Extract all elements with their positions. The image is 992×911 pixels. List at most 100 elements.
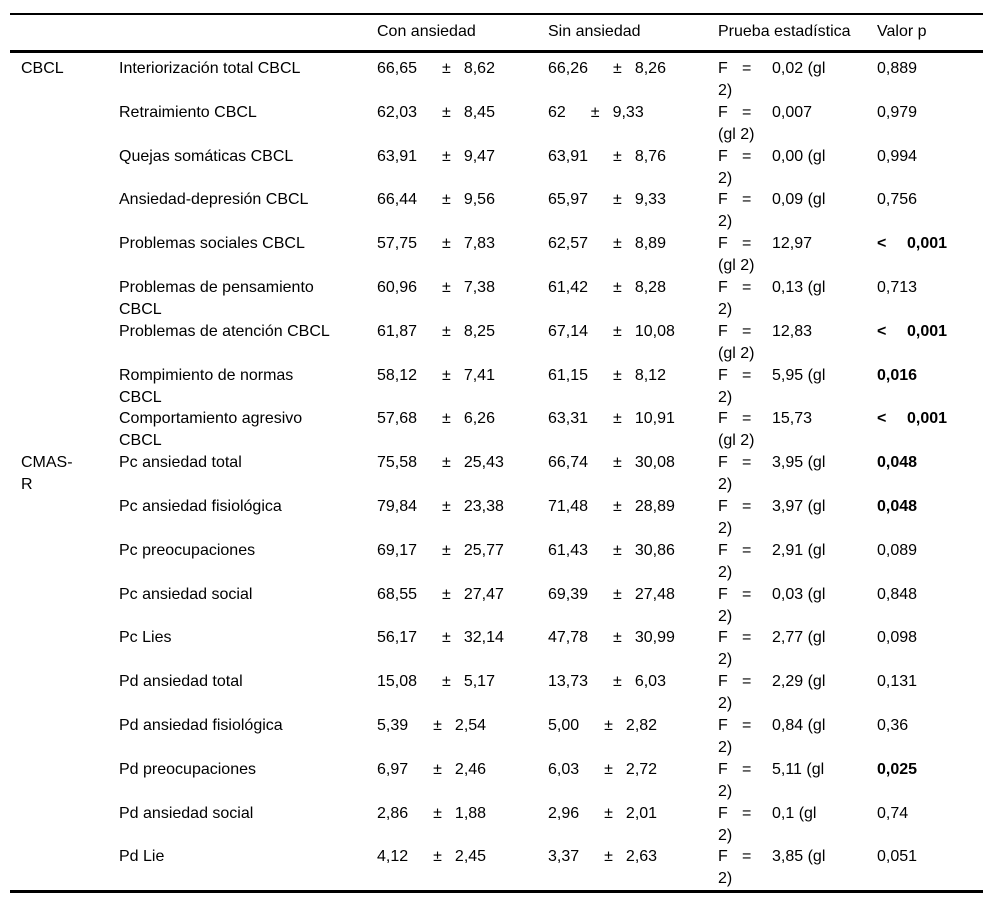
p-value: 0,979 xyxy=(877,103,918,121)
sd-value: 30,86 xyxy=(634,541,675,559)
mean-value: 60,96 xyxy=(377,278,418,296)
f-test-text: F = 12,97 (gl 2) xyxy=(718,233,830,277)
con-ansiedad-cell: 69,17 ±25,77 xyxy=(377,540,548,562)
plus-minus-symbol: ± xyxy=(613,541,622,559)
equals-sign: = xyxy=(742,366,752,384)
f-label: F xyxy=(718,235,728,253)
measure-cell: Pc Lies xyxy=(119,627,377,649)
plus-minus-symbol: ± xyxy=(604,804,613,822)
f-test-text: F = 0,03 (gl 2) xyxy=(718,584,830,628)
f-test-text: F = 0,007 (gl 2) xyxy=(718,102,830,146)
table-row: Pd Lie 4,12 ±2,45 3,37 ±2,63 F = 3,85 (gl 2)… xyxy=(10,846,983,890)
sd-value: 8,45 xyxy=(463,103,495,121)
plus-minus-symbol: ± xyxy=(442,410,451,428)
sd-value: 27,48 xyxy=(634,585,675,603)
f-test-text: F = 5,95 (gl 2) xyxy=(718,365,830,409)
scale-group-cell: CBCL xyxy=(10,58,119,80)
sin-ansiedad-cell: 65,97 ±9,33 xyxy=(548,189,718,211)
measure-label: Problemas de pensamiento CBCL xyxy=(119,278,314,318)
sd-value: 9,33 xyxy=(634,191,666,209)
p-value: 0,74 xyxy=(877,804,909,822)
sin-ansiedad-cell: 63,31 ±10,91 xyxy=(548,408,718,430)
equals-sign: = xyxy=(742,497,752,515)
pvalue-cell: <0,001 xyxy=(877,408,983,430)
sd-value: 30,08 xyxy=(634,454,675,472)
stat-cell: F = 0,03 (gl 2) xyxy=(718,584,877,628)
sin-ansiedad-cell: 63,91 ±8,76 xyxy=(548,146,718,168)
p-value: 0,848 xyxy=(877,585,918,603)
p-value: 0,025 xyxy=(877,760,918,778)
mean-value: 3,37 xyxy=(548,848,580,866)
f-value: 2,77 (gl 2) xyxy=(718,629,826,669)
sd-value: 2,63 xyxy=(625,848,658,866)
table-row: Comportamiento agresivo CBCL 57,68 ±6,26 … xyxy=(10,408,983,452)
con-ansiedad-cell: 68,55 ±27,47 xyxy=(377,584,548,606)
measure-label: Pd Lie xyxy=(119,848,165,866)
f-value: 3,95 (gl 2) xyxy=(718,454,826,494)
f-test-text: F = 0,00 (gl 2) xyxy=(718,146,830,190)
mean-value: 2,96 xyxy=(548,804,580,822)
f-test-text: F = 0,84 (gl 2) xyxy=(718,715,830,759)
measure-cell: Pd ansiedad social xyxy=(119,803,377,825)
equals-sign: = xyxy=(742,410,752,428)
f-label: F xyxy=(718,103,728,121)
pvalue-cell: <0,713 xyxy=(877,277,983,299)
table-row: Pc ansiedad social 68,55 ±27,47 69,39 ±27,… xyxy=(10,584,983,628)
con-ansiedad-cell: 63,91 ±9,47 xyxy=(377,146,548,168)
stat-cell: F = 0,00 (gl 2) xyxy=(718,146,877,190)
table-body: CBCL Interiorización total CBCL 66,65 ±8,… xyxy=(10,53,983,894)
plus-minus-symbol: ± xyxy=(613,454,622,472)
plus-minus-symbol: ± xyxy=(613,235,622,253)
measure-label: Pc ansiedad social xyxy=(119,585,253,603)
sd-value: 6,26 xyxy=(463,410,495,428)
sd-value: 2,46 xyxy=(454,760,487,778)
plus-minus-symbol: ± xyxy=(433,716,442,734)
con-ansiedad-cell: 4,12 ±2,45 xyxy=(377,846,548,868)
plus-minus-symbol: ± xyxy=(442,60,451,77)
f-label: F xyxy=(718,278,728,296)
p-value: 0,756 xyxy=(877,191,918,209)
measure-label: Pc ansiedad total xyxy=(119,454,242,472)
sd-value: 32,14 xyxy=(463,629,504,647)
measure-cell: Pd ansiedad fisiológica xyxy=(119,715,377,737)
plus-minus-symbol: ± xyxy=(613,366,622,384)
sd-value: 23,38 xyxy=(463,497,504,515)
plus-minus-symbol: ± xyxy=(613,410,622,428)
plus-minus-symbol: ± xyxy=(604,716,613,734)
mean-value: 66,44 xyxy=(377,191,418,209)
f-test-text: F = 0,13 (gl 2) xyxy=(718,277,830,321)
mean-value: 57,75 xyxy=(377,235,418,253)
mean-value: 56,17 xyxy=(377,629,418,647)
mean-value: 66,74 xyxy=(548,454,589,472)
table-row: Ansiedad-depresión CBCL 66,44 ±9,56 65,97… xyxy=(10,189,983,233)
mean-value: 62,57 xyxy=(548,235,589,253)
con-ansiedad-cell: 75,58 ±25,43 xyxy=(377,452,548,474)
stat-cell: F = 3,85 (gl 2) xyxy=(718,846,877,890)
sin-ansiedad-cell: 66,74 ±30,08 xyxy=(548,452,718,474)
mean-value: 4,12 xyxy=(377,848,409,866)
sd-value: 25,77 xyxy=(463,541,504,559)
pvalue-cell: <0,016 xyxy=(877,365,983,387)
pvalue-cell: <0,051 xyxy=(877,846,983,868)
con-ansiedad-cell: 66,44 ±9,56 xyxy=(377,189,548,211)
mean-value: 13,73 xyxy=(548,673,589,691)
measure-cell: Problemas de atención CBCL xyxy=(119,321,377,343)
plus-minus-symbol: ± xyxy=(613,497,622,515)
con-ansiedad-cell: 15,08 ±5,17 xyxy=(377,671,548,693)
table-row: Retraimiento CBCL 62,03 ±8,45 62 ±9,33 F = 0… xyxy=(10,102,983,146)
plus-minus-symbol: ± xyxy=(442,541,451,559)
f-label: F xyxy=(718,497,728,515)
p-value: 0,889 xyxy=(877,60,918,77)
p-value: 0,001 xyxy=(907,322,948,340)
sd-value: 7,83 xyxy=(463,235,495,253)
stat-cell: F = 3,95 (gl 2) xyxy=(718,452,877,496)
col-header-con-ansiedad: Con ansiedad xyxy=(377,23,476,40)
pvalue-cell: <0,889 xyxy=(877,58,983,80)
con-ansiedad-cell: 57,75 ±7,83 xyxy=(377,233,548,255)
f-value: 5,11 (gl 2) xyxy=(718,760,825,800)
f-label: F xyxy=(718,585,728,603)
measure-label: Pc preocupaciones xyxy=(119,541,256,559)
anova-comparison-table: Con ansiedad Sin ansiedad Prueba estadís… xyxy=(10,13,983,894)
measure-cell: Pd preocupaciones xyxy=(119,759,377,781)
stat-cell: F = 0,09 (gl 2) xyxy=(718,189,877,233)
